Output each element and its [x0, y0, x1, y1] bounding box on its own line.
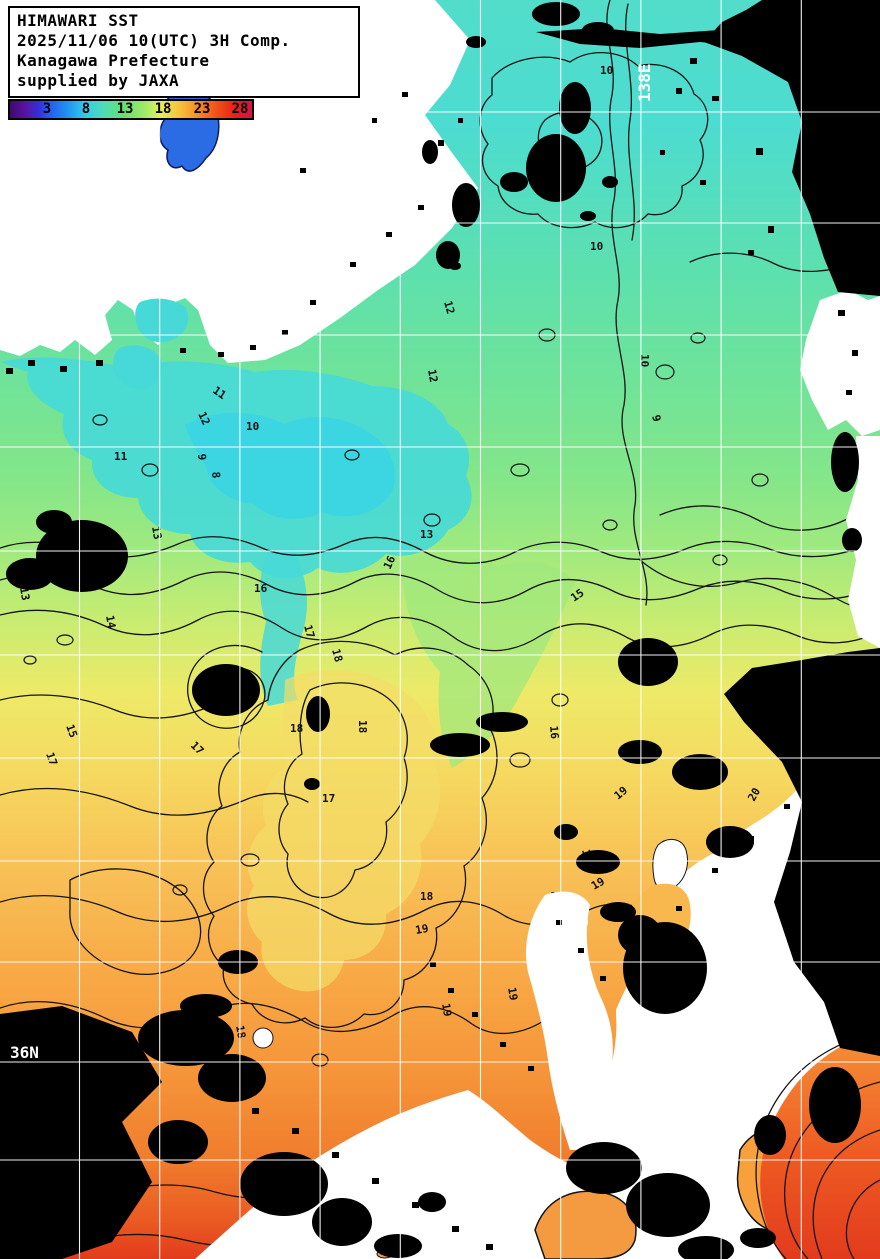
contour-label: 12 — [425, 368, 440, 383]
contour-minor-loops — [23, 328, 769, 1140]
map-credit: supplied by JAXA — [17, 71, 180, 90]
contour-label: 8 — [209, 471, 223, 479]
contour-label: 13 — [149, 525, 164, 540]
contour-label: 11 — [114, 450, 128, 463]
colorbar-tick: 28 — [231, 101, 249, 117]
contour-label: 10 — [590, 240, 603, 253]
land-east-lake — [800, 290, 880, 436]
contour-label: 9 — [649, 413, 663, 423]
contour-label: 15 — [568, 586, 586, 604]
coastal-inlets — [113, 298, 189, 390]
graticule-labels: 138E 36N — [10, 63, 654, 1062]
contour-label: 18 — [420, 890, 433, 903]
land-south — [195, 756, 880, 1259]
contour-label: 12 — [195, 410, 212, 428]
contour-label: 13 — [17, 586, 32, 601]
contour-label: 19 — [439, 1002, 454, 1017]
colorbar-tick: 18 — [154, 101, 172, 117]
contour-label: 16 — [547, 725, 561, 740]
colorbar-tick: 8 — [81, 101, 91, 117]
coastline-cloud-specks — [6, 58, 858, 1250]
contour-label: 20 — [745, 786, 763, 804]
contour-label: 18 — [290, 722, 303, 735]
contour-label: 18 — [356, 720, 369, 733]
sst-colorbar: 3 8 13 18 23 28 — [8, 99, 254, 120]
contour-label: 17 — [301, 623, 317, 639]
contour-label: 19 — [505, 986, 520, 1001]
latitude-label: 36N — [10, 1043, 39, 1062]
contour-label: 17 — [322, 792, 335, 805]
land-east-strip — [846, 436, 880, 648]
map-title: HIMAWARI SST — [17, 11, 139, 30]
land-islet — [252, 1027, 274, 1049]
map-datetime: 2025/11/06 10(UTC) 3H Comp. — [17, 31, 291, 50]
land-islet — [572, 914, 588, 930]
contour-label: 17 — [43, 751, 60, 768]
longitude-label: 138E — [635, 63, 654, 102]
contour-label: 18 — [233, 1024, 248, 1039]
contour-label: 19 — [414, 922, 429, 937]
contour-label: 10 — [638, 354, 651, 367]
contour-label: 19 — [589, 875, 607, 893]
colorbar-tick: 23 — [193, 101, 211, 117]
colorbar-tick: 13 — [116, 101, 134, 117]
contour-label: 12 — [441, 299, 457, 315]
contour-label: 10 — [246, 420, 259, 433]
contour-label: 10 — [600, 64, 613, 77]
map-region: Kanagawa Prefecture — [17, 51, 210, 70]
contour-label: 15 — [63, 723, 80, 740]
colorbar-tick: 3 — [42, 101, 52, 117]
contour-label: 16 — [381, 553, 399, 571]
contour-label: 13 — [420, 528, 433, 541]
contour-label: 14 — [103, 614, 118, 630]
sst-anomaly-patches — [0, 357, 575, 992]
contour-label: 9 — [195, 453, 209, 461]
contour-label: 16 — [254, 582, 268, 595]
land-bay-west — [525, 891, 613, 1150]
map-title-box: HIMAWARI SST 2025/11/06 10(UTC) 3H Comp.… — [8, 6, 360, 98]
